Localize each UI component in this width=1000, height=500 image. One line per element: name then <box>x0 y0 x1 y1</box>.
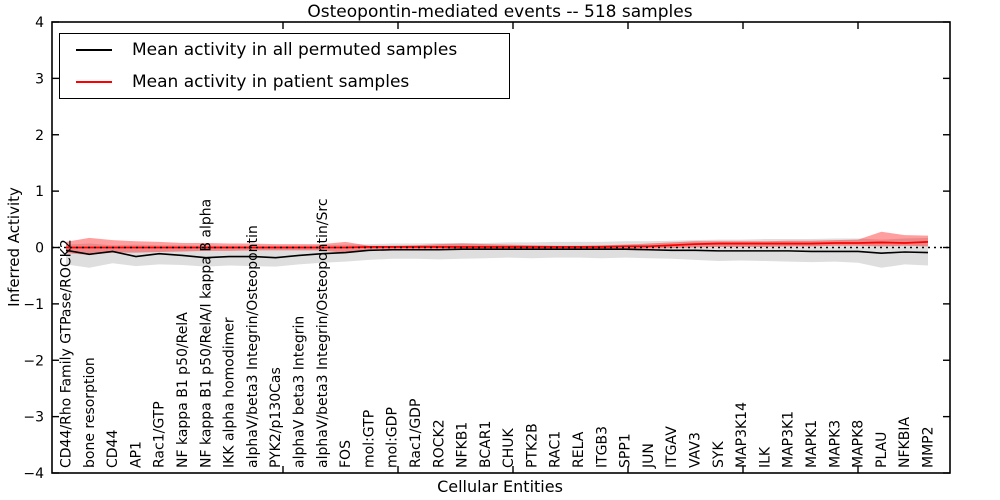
category-label: SPP1 <box>618 433 634 468</box>
category-label: VAV3 <box>688 432 704 468</box>
category-label: NF kappa B1 p50/RelA <box>175 312 191 468</box>
category-label: alphaV/beta3 Integrin/Osteopontin <box>245 225 261 468</box>
patient-band <box>66 231 928 255</box>
y-tick-label: −2 <box>23 353 44 369</box>
category-label: MMP2 <box>921 426 937 468</box>
category-label: bone resorption <box>82 357 98 468</box>
category-label: AP1 <box>128 441 144 468</box>
category-label: RAC1 <box>548 431 564 468</box>
category-label: NF kappa B1 p50/RelA/I kappa B alpha <box>198 199 214 468</box>
category-label: MAP3K14 <box>734 402 750 468</box>
permuted-mean-line <box>65 248 929 259</box>
category-label: NFKB1 <box>455 422 471 468</box>
y-tick-label: 0 <box>35 241 44 257</box>
category-label: CD44 <box>105 430 121 468</box>
y-tick-label: 1 <box>35 184 44 200</box>
category-label: ITGAV <box>664 426 680 468</box>
y-tick-label: −4 <box>23 466 44 482</box>
category-label: Rac1/GTP <box>152 401 168 468</box>
y-tick-label: −1 <box>23 297 44 313</box>
category-label: ILK <box>757 446 773 468</box>
category-label: SYK <box>711 441 727 468</box>
category-label: MAP3K1 <box>781 411 797 468</box>
legend-item: Mean activity in patient samples <box>60 67 509 97</box>
category-label: IKK alpha homodimer <box>222 317 238 468</box>
y-tick-label: −3 <box>23 410 44 426</box>
category-label: FOS <box>338 440 354 468</box>
category-label: alphaV/beta3 Integrin/Osteopontin/Src <box>315 198 331 468</box>
category-label: CD44/Rho Family GTPase/ROCK2 <box>59 239 75 468</box>
y-axis-label: Inferred Activity <box>5 187 23 307</box>
legend-item-label: Mean activity in all permuted samples <box>132 40 458 61</box>
legend-line-swatch <box>76 80 112 83</box>
category-label: PYK2/p130Cas <box>268 367 284 468</box>
y-tick-label: 3 <box>35 71 44 87</box>
category-label: BCAR1 <box>478 421 494 468</box>
category-label: NFKBIA <box>897 417 913 468</box>
category-label: Rac1/GDP <box>408 399 424 468</box>
legend-line-swatch <box>76 49 112 52</box>
category-label: ITGB3 <box>594 426 610 468</box>
y-tick-label: 4 <box>35 15 44 31</box>
chart-title: Osteopontin-mediated events -- 518 sampl… <box>307 2 693 22</box>
category-label: ROCK2 <box>431 419 447 468</box>
legend-item: Mean activity in all permuted samples <box>60 35 509 65</box>
category-label: PLAU <box>874 432 890 468</box>
category-label: RELA <box>571 431 587 468</box>
legend-item-label: Mean activity in patient samples <box>132 71 410 92</box>
category-label: MAPK8 <box>851 420 867 468</box>
legend: Mean activity in all permuted samples Mea… <box>59 33 510 99</box>
y-tick-label: 2 <box>35 128 44 144</box>
category-label: JUN <box>641 443 657 469</box>
category-label: mol:GDP <box>385 407 401 468</box>
x-axis-label: Cellular Entities <box>437 477 563 496</box>
category-label: MAPK3 <box>827 420 843 468</box>
category-label: MAPK1 <box>804 420 820 468</box>
category-label: alphaV beta3 Integrin <box>291 316 307 468</box>
category-label: mol:GTP <box>361 410 377 468</box>
category-label: PTK2B <box>524 423 540 468</box>
permuted-band <box>66 237 928 268</box>
category-label: CHUK <box>501 427 517 468</box>
